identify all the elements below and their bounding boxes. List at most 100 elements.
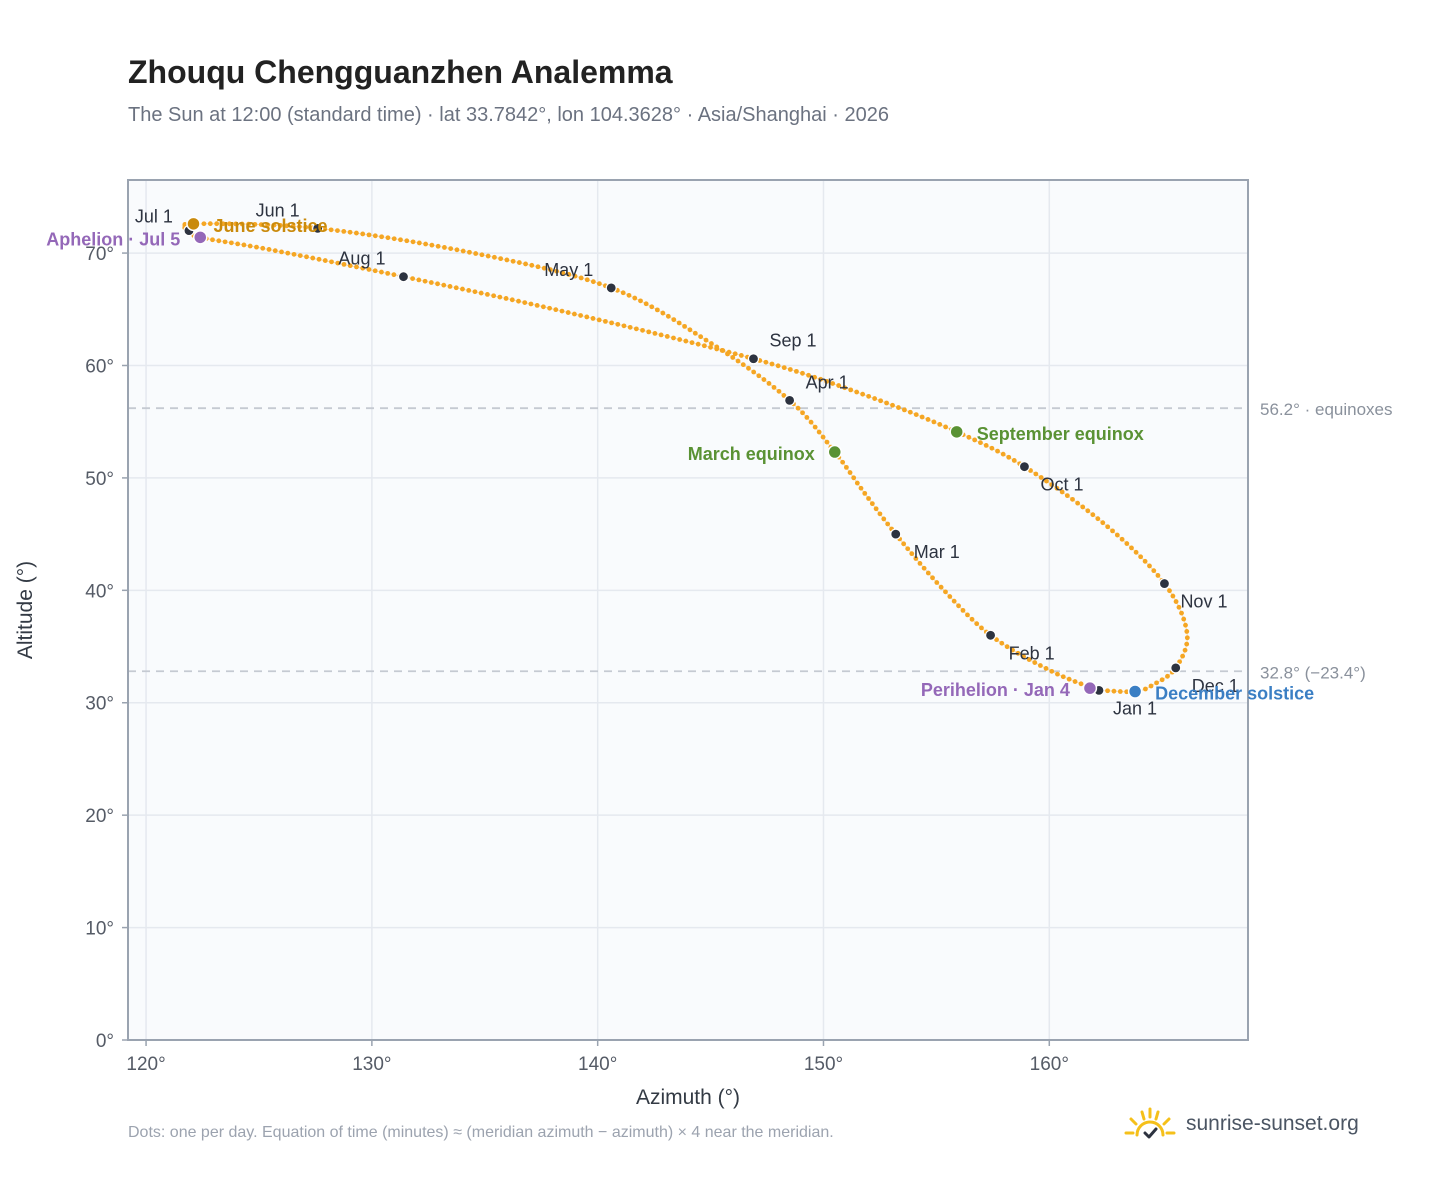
day-dot xyxy=(1124,689,1130,695)
day-dot xyxy=(632,295,638,301)
day-dot xyxy=(535,264,541,270)
day-dot xyxy=(609,320,614,326)
day-dot xyxy=(851,475,857,481)
day-dot xyxy=(285,250,291,256)
day-dot xyxy=(794,368,799,374)
day-dot xyxy=(485,292,490,297)
day-dot xyxy=(429,242,435,248)
day-dot xyxy=(341,228,347,234)
day-dot xyxy=(884,400,889,406)
day-dot xyxy=(1159,677,1165,683)
day-dot xyxy=(1033,471,1039,477)
day-dot xyxy=(572,273,578,279)
day-dot xyxy=(816,429,822,435)
day-dot xyxy=(771,384,777,390)
day-dot xyxy=(751,369,757,375)
brand-logo[interactable]: sunrise-sunset.org xyxy=(1122,1104,1359,1144)
event-marker xyxy=(186,216,201,232)
day-dot xyxy=(602,318,608,324)
day-dot xyxy=(322,258,328,263)
day-dot xyxy=(297,224,302,230)
day-dot xyxy=(478,290,484,296)
day-dot xyxy=(372,268,378,274)
day-dot xyxy=(1124,541,1130,546)
day-dot xyxy=(246,221,251,227)
day-dot xyxy=(938,584,944,590)
day-dot xyxy=(913,412,919,418)
day-dot xyxy=(658,332,664,338)
day-dot xyxy=(1038,475,1044,480)
day-dot xyxy=(372,233,378,239)
day-dot xyxy=(354,230,359,236)
day-dot xyxy=(960,607,966,613)
day-dot xyxy=(840,459,846,465)
day-dot xyxy=(808,419,814,425)
day-dot xyxy=(824,378,830,384)
x-tick-label: 160° xyxy=(1030,1054,1069,1075)
day-dot xyxy=(652,330,658,336)
day-dot xyxy=(227,221,232,227)
day-dot xyxy=(516,260,522,265)
day-dot xyxy=(247,243,253,249)
day-dot xyxy=(714,346,720,352)
day-dot xyxy=(812,374,817,380)
day-dot xyxy=(182,222,188,227)
plot-area xyxy=(128,180,1248,1040)
event-label: June solstice xyxy=(213,216,327,236)
day-dot xyxy=(901,541,907,547)
day-dot xyxy=(654,307,660,313)
day-dot xyxy=(1004,644,1010,650)
day-dot xyxy=(222,239,228,245)
day-dot xyxy=(560,270,566,276)
day-dot xyxy=(925,570,931,576)
day-dot xyxy=(510,258,516,264)
day-dot xyxy=(858,485,864,491)
event-marker xyxy=(193,230,208,245)
day-dot xyxy=(428,280,434,285)
day-dot xyxy=(776,388,782,394)
day-dot xyxy=(391,236,397,242)
day-dot xyxy=(1179,610,1184,616)
day-dot xyxy=(735,358,741,364)
day-dot xyxy=(1078,681,1084,687)
y-tick-label: 30° xyxy=(85,694,114,715)
day-dot xyxy=(360,231,366,237)
day-dot xyxy=(485,253,491,259)
day-dot xyxy=(435,243,441,249)
day-dot xyxy=(210,237,215,243)
day-dot xyxy=(423,241,429,247)
month-marker xyxy=(984,629,997,641)
day-dot xyxy=(572,311,577,317)
day-dot xyxy=(956,603,961,609)
day-dot xyxy=(800,410,805,416)
day-dot xyxy=(830,381,836,386)
day-dot xyxy=(649,304,655,310)
day-dot xyxy=(643,301,649,307)
day-dot xyxy=(416,277,422,283)
day-dot xyxy=(335,228,340,234)
month-marker xyxy=(1158,577,1171,590)
day-dot xyxy=(473,251,479,256)
day-dot xyxy=(328,227,334,233)
day-dot xyxy=(775,363,781,369)
day-dot xyxy=(453,285,459,291)
day-dot xyxy=(902,407,907,413)
y-tick-label: 20° xyxy=(85,806,114,827)
day-dot xyxy=(907,409,913,415)
day-dot xyxy=(491,293,497,299)
day-dot xyxy=(504,257,510,263)
month-marker xyxy=(397,271,410,283)
day-dot xyxy=(341,261,347,267)
day-dot xyxy=(559,308,565,314)
month-label: Feb 1 xyxy=(1009,643,1055,663)
day-dot xyxy=(578,313,584,318)
month-label: Apr 1 xyxy=(806,372,849,392)
day-dot xyxy=(416,240,422,246)
day-dot xyxy=(919,414,925,420)
day-dot xyxy=(1059,489,1065,495)
day-dot xyxy=(322,226,328,232)
event-label: Perihelion · Jan 4 xyxy=(921,680,1070,700)
day-dot xyxy=(291,251,297,257)
event-label: September equinox xyxy=(977,424,1144,444)
day-dot xyxy=(703,337,709,343)
